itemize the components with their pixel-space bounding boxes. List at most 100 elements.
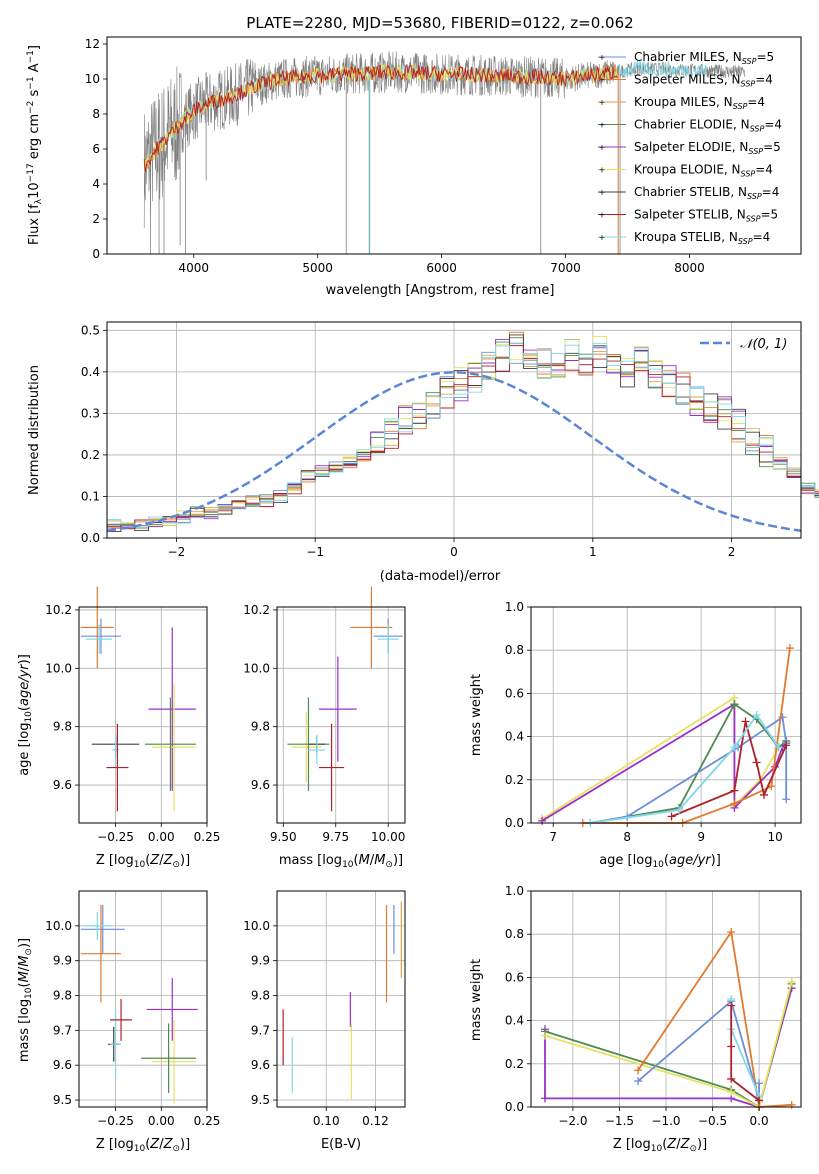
- spectrum-axes: 4000 5000 6000 7000 8000 0 2 4 6 8 10 12: [85, 36, 802, 275]
- mass-vs-z-xtick-label: −0.25: [97, 1114, 134, 1128]
- age-vs-z-ylabel: age [log10(age/yr)]: [17, 654, 34, 776]
- weight-vs-age-point: [760, 790, 769, 799]
- weight-vs-age-point: [741, 717, 750, 726]
- weight-vs-age-series-line: [590, 713, 780, 824]
- weight-vs-age-frame: [530, 606, 802, 824]
- residual-ytick-label: 0.1: [81, 489, 100, 503]
- mass-vs-z-ytick-label: 9.5: [53, 1093, 72, 1107]
- model-spectrum-line: [143, 63, 619, 173]
- weight-vs-z-point: [787, 977, 796, 986]
- legend-label: Chabrier ELODIE, NSSP=4: [634, 118, 782, 134]
- weight-vs-age-point: [730, 786, 739, 795]
- weight-vs-age-ytick-label: 1.0: [505, 600, 524, 614]
- legend-label: Kroupa MILES, NSSP=4: [634, 95, 765, 111]
- weight-vs-age-point: [785, 644, 794, 653]
- mass-vs-z-ytick-label: 9.7: [53, 1023, 72, 1037]
- weight-vs-z-frame: [530, 890, 802, 1108]
- spectrum-ylabel: Flux [fλ10−17 erg cm−2 s−1 A−1]: [26, 45, 44, 245]
- spectrum-frame: [106, 36, 802, 255]
- residual-xlabel: (data-model)/error: [380, 569, 501, 584]
- weight-vs-z-ylabel: mass weight: [469, 959, 484, 1041]
- weight-vs-age-point: [538, 816, 547, 825]
- weight-vs-age-xlabel: age [log10(age/yr)]: [599, 853, 721, 870]
- spectrum-xlabel: wavelength [Angstrom, rest frame]: [326, 283, 555, 298]
- mass-vs-z-xtick-label: 0.00: [148, 1114, 175, 1128]
- weight-vs-z-series-line: [544, 983, 793, 1109]
- residual-frame: [106, 321, 802, 539]
- weight-vs-age-point: [730, 799, 739, 808]
- legend-label: Salpeter ELODIE, NSSP=5: [634, 140, 781, 156]
- spectrum-xtick-label: 6000: [426, 261, 457, 275]
- mass-vs-z-ytick-label: 10.0: [45, 919, 72, 933]
- legend-marker: +: [599, 188, 606, 197]
- mass-vs-ebv-ytick-label: 9.9: [251, 954, 270, 968]
- mass-vs-z-ylabel: mass [log10(M/M⊙)]: [17, 938, 34, 1062]
- age-vs-mass-xtick-label: 9.50: [270, 830, 297, 844]
- weight-vs-age-point: [782, 741, 791, 750]
- weight-vs-z-ytick-label: 0.6: [505, 970, 524, 984]
- age-vs-mass-xtick-label: 10.00: [371, 830, 405, 844]
- mass-vs-ebv-xtick-label: 0.10: [313, 1114, 340, 1128]
- mass-vs-z-xtick-label: 0.25: [194, 1114, 221, 1128]
- weight-vs-z-panel: −2.0 −1.5 −1.0 −0.5 0.0 0.0 0.2 0.4 0.6 0.8 1.0 Z …: [469, 884, 802, 1154]
- weight-vs-z-xtick-label: −1.5: [605, 1114, 634, 1128]
- spectrum-ytick-label: 8: [92, 107, 100, 121]
- residual-panel: −2 −1 0 1 2 0.0 0.1 0.2 0.3 0.4 0.5 (data-model)/e…: [27, 321, 819, 584]
- legend-label: Chabrier STELIB, NSSP=4: [634, 185, 779, 201]
- weight-vs-age-panel: 7 8 9 10 0.0 0.2 0.4 0.6 0.8 1.0 age [log10(age/y…: [469, 600, 802, 870]
- mass-vs-ebv-ytick-label: 9.7: [251, 1023, 270, 1037]
- weight-vs-z-point: [787, 1100, 796, 1109]
- age-vs-mass-panel: 9.50 9.75 10.00 9.6 9.8 10.0 10.2 mass [log10(…: [243, 586, 406, 870]
- mass-vs-z-ytick-label: 9.8: [53, 989, 72, 1003]
- spectrum-ytick-label: 10: [85, 72, 100, 86]
- legend-marker: +: [599, 121, 606, 130]
- residual-legend: 𝒩(0, 1): [700, 337, 787, 352]
- age-vs-mass-ytick-label: 10.2: [243, 603, 270, 617]
- weight-vs-age-point: [730, 743, 739, 752]
- weight-vs-age-series-line: [671, 721, 788, 818]
- residual-ytick-label: 0.3: [81, 406, 100, 420]
- legend-marker: +: [599, 233, 606, 242]
- residual-step-line: [106, 331, 819, 538]
- legend-marker: +: [599, 166, 606, 175]
- weight-vs-z-ytick-label: 1.0: [505, 884, 524, 898]
- weight-vs-age-point: [774, 743, 783, 752]
- spectrum-ytick-label: 2: [92, 212, 100, 226]
- mass-vs-z-panel: −0.25 0.00 0.25 9.5 9.6 9.7 9.8 9.9 10.0 Z [log1…: [17, 890, 221, 1154]
- weight-vs-age-series-line: [590, 702, 787, 824]
- age-vs-z-xtick-label: −0.25: [97, 830, 134, 844]
- mass-vs-ebv-xtick-label: 0.12: [362, 1114, 389, 1128]
- residual-ytick-label: 0.4: [81, 365, 100, 379]
- weight-vs-age-ytick-label: 0.0: [505, 816, 524, 830]
- weight-vs-age-ytick-label: 0.4: [505, 730, 524, 744]
- residual-step-line: [106, 342, 819, 538]
- weight-vs-z-xtick-label: −2.0: [558, 1114, 587, 1128]
- age-vs-mass-xtick-label: 9.75: [322, 830, 349, 844]
- age-vs-mass-ytick-label: 9.6: [251, 778, 270, 792]
- legend-label: Kroupa STELIB, NSSP=4: [634, 230, 770, 246]
- residual-xtick-label: 0: [450, 545, 458, 559]
- spectrum-panel: 4000 5000 6000 7000 8000 0 2 4 6 8 10 12 wavelength…: [26, 36, 802, 298]
- mass-vs-ebv-ytick-label: 10.0: [243, 919, 270, 933]
- weight-vs-age-point: [674, 806, 683, 815]
- spectrum-xtick-label: 5000: [302, 261, 333, 275]
- mass-vs-ebv-xlabel: E(B-V): [321, 1137, 361, 1152]
- weight-vs-age-ytick-label: 0.6: [505, 686, 524, 700]
- weight-vs-age-xtick-label: 7: [549, 830, 557, 844]
- mass-vs-ebv-panel: 0.10 0.12 9.5 9.6 9.7 9.8 9.9 10.0 E(B-V): [243, 890, 406, 1152]
- residual-xtick-label: −1: [306, 545, 324, 559]
- weight-vs-z-ytick-label: 0.0: [505, 1100, 524, 1114]
- age-vs-mass-ytick-label: 9.8: [251, 720, 270, 734]
- spectrum-ytick-label: 6: [92, 142, 100, 156]
- residual-ytick-label: 0.5: [81, 323, 100, 337]
- weight-vs-z-ytick-label: 0.2: [505, 1057, 524, 1071]
- weight-vs-z-series-line: [544, 981, 793, 1109]
- legend-marker: +: [599, 143, 606, 152]
- weight-vs-z-series-line: [637, 999, 760, 1101]
- age-vs-z-xtick-label: 0.00: [148, 830, 175, 844]
- spectrum-xtick-label: 8000: [674, 261, 705, 275]
- legend-marker: +: [599, 53, 606, 62]
- legend-label: Salpeter MILES, NSSP=4: [634, 73, 773, 89]
